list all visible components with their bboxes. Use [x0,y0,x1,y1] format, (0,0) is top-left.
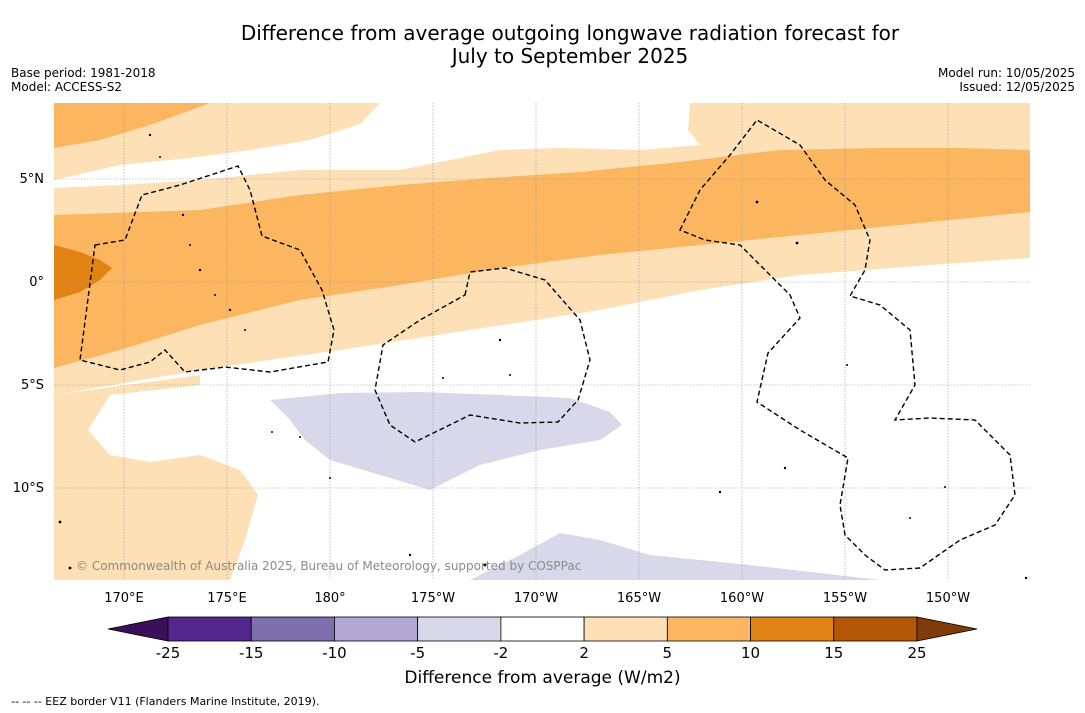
colorbar-swatch [666,616,751,642]
colorbar-swatch [750,616,835,642]
model-name: Model: ACCESS-S2 [11,80,123,94]
lat-label-0: 0° [29,275,44,290]
band-10-to-15 [54,245,112,300]
lat-label-10s: 10°S [13,481,44,496]
eez-footnote: -- -- -- EEZ border V11 (Flanders Marine… [11,695,320,708]
base-period: Base period: 1981-2018 [11,66,156,80]
lon-label-155w: 155°W [823,591,867,606]
eez-borders [79,119,1016,571]
lon-label-175w: 175°W [411,591,455,606]
band-5-to-10 [54,148,1030,368]
lon-label-170e: 170°E [104,591,144,606]
band-minus5-to-minus2-b [470,533,880,580]
colorbar-tick-label: 5 [662,644,673,662]
colorbar-tick-label: -25 [155,644,181,662]
eez-tokelau [374,267,591,443]
lon-label-180: 180° [314,591,345,606]
longitude-labels: 170°E 175°E 180° 175°W 170°W 165°W 160°W… [104,591,970,606]
lon-label-165w: 165°W [617,591,661,606]
graticule [54,103,1030,580]
chart-title: Difference from average outgoing longwav… [200,22,940,68]
lon-label-160w: 160°W [720,591,764,606]
colorbar [107,616,978,642]
island-markers [58,133,1028,580]
band-2-to-5-sw [54,375,258,580]
colorbar-arrow-low [107,616,169,642]
colorbar-swatch [500,616,585,642]
colorbar-swatch [167,616,252,642]
model-run: Model run: 10/05/2025 [937,66,1075,80]
gap-north [54,103,700,188]
colorbar-swatch [833,616,918,642]
colorbar-tick-label: -5 [410,644,426,662]
meta-right: Model run: 10/05/2025 Issued: 12/05/2025 [938,66,1075,94]
colorbar-tick-label: -10 [322,644,347,662]
colorbar-tick-label: 2 [579,644,589,662]
colorbar-arrow-high [916,616,978,642]
band-5-to-10-nw [54,103,210,148]
colorbar-tick-label: -2 [493,644,509,662]
meta-left: Base period: 1981-2018 Model: ACCESS-S2 [11,66,156,94]
colorbar-tick-label: -15 [238,644,264,662]
band-minus5-to-minus2-a [270,392,622,490]
copyright-notice: © Commonwealth of Australia 2025, Bureau… [76,559,581,573]
colorbar-swatch [417,616,502,642]
lat-label-5s: 5°S [21,378,44,393]
colorbar-title: Difference from average (W/m2) [404,668,681,688]
colorbar-swatch [583,616,668,642]
title-line-2: July to September 2025 [451,44,689,68]
lon-label-150w: 150°W [926,591,970,606]
map-field: © Commonwealth of Australia 2025, Bureau… [54,103,1030,580]
lon-label-175e: 175°E [207,591,247,606]
colorbar-tick-label: 10 [741,644,761,662]
latitude-labels: 5°N 0° 5°S 10°S [13,172,44,496]
lon-label-170w: 170°W [514,591,558,606]
eez-line-islands [679,119,1016,571]
lat-label-5n: 5°N [20,172,45,187]
colorbar-tick-label: 15 [824,644,844,662]
issued-date: Issued: 12/05/2025 [959,80,1075,94]
colorbar-swatch [250,616,335,642]
colorbar-swatch [334,616,419,642]
colorbar-tick-label: 25 [907,644,927,662]
title-line-1: Difference from average outgoing longwav… [240,21,900,45]
